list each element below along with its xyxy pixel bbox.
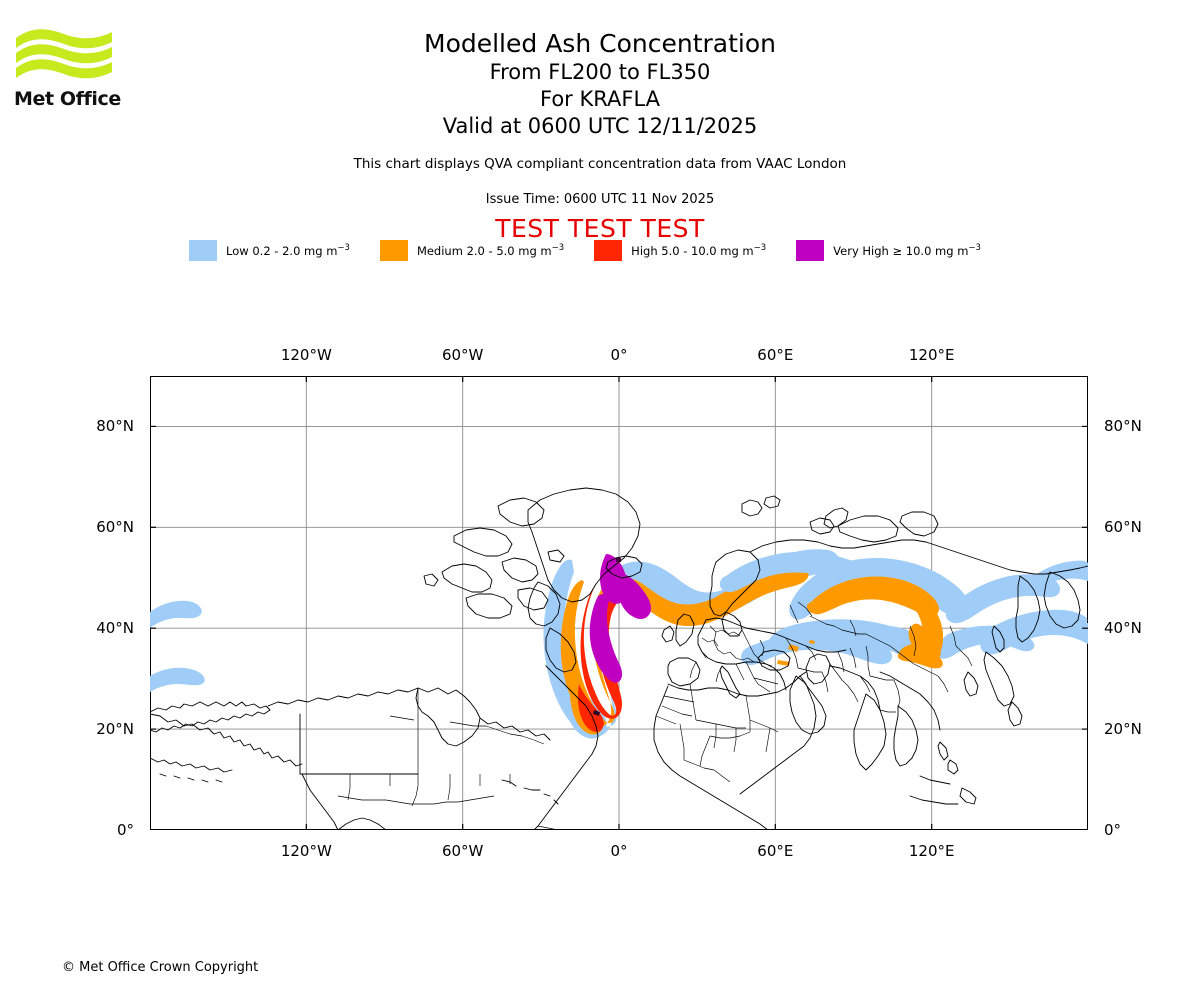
legend-very-high-swatch: [796, 240, 825, 261]
legend-low-swatch: [189, 240, 218, 261]
lon-tick-label: 60°E: [757, 346, 794, 364]
political-borders: [337, 601, 973, 830]
test-banner: TEST TEST TEST: [495, 214, 705, 243]
plume-north-pacific-west: [150, 600, 205, 692]
lon-tick-label: 60°W: [441, 842, 484, 860]
lat-tick-label: 0°: [1104, 821, 1122, 839]
lat-tick-label: 20°N: [1104, 720, 1142, 739]
chart-subtitle: This chart displays QVA compliant concen…: [353, 156, 847, 172]
legend-low-label: Low 0.2 - 2.0 mg m−3: [226, 243, 350, 258]
frame-ticks: [150, 376, 1088, 830]
concentration-legend: Low 0.2 - 2.0 mg m−3 Medium 2.0 - 5.0 mg …: [0, 240, 1200, 261]
lon-tick-label: 60°E: [757, 842, 794, 860]
map-canvas: [150, 376, 1088, 830]
coastlines: [150, 487, 1088, 830]
title-line-1: Modelled Ash Concentration: [424, 29, 776, 58]
legend-high: High 5.0 - 10.0 mg m−3: [594, 240, 796, 261]
ash-concentration-map: 120°W 120°W 60°W 60°W 0° 0° 60°E 60°E 120°E 120°E…: [96, 346, 1142, 860]
copyright-notice: © Met Office Crown Copyright: [62, 960, 259, 975]
legend-medium-swatch: [379, 240, 408, 261]
legend-medium: Medium 2.0 - 5.0 mg m−3: [379, 240, 594, 261]
title-line-2: From FL200 to FL350: [489, 60, 711, 84]
legend-low: Low 0.2 - 2.0 mg m−3: [189, 240, 380, 261]
met-office-logo: Met Office: [14, 26, 121, 114]
lon-tick-label: 0°: [610, 346, 628, 364]
lon-tick-label: 120°W: [280, 842, 332, 860]
lon-tick-label: 120°E: [908, 346, 955, 364]
title-line-4: Valid at 0600 UTC 12/11/2025: [442, 114, 758, 138]
lon-tick-label: 60°W: [441, 346, 484, 364]
lat-tick-label: 80°N: [1104, 417, 1142, 436]
legend-medium-label: Medium 2.0 - 5.0 mg m−3: [416, 243, 565, 258]
legend-high-swatch: [594, 240, 623, 261]
lon-tick-label: 0°: [610, 842, 628, 860]
lat-tick-label: 40°N: [96, 619, 134, 638]
lon-tick-label: 120°E: [908, 842, 955, 860]
logo-waves-icon: [16, 29, 112, 79]
title-line-3: For KRAFLA: [540, 87, 660, 111]
lat-tick-label: 40°N: [1104, 619, 1142, 638]
logo-wordmark: Met Office: [14, 88, 121, 110]
lat-tick-label: 80°N: [96, 417, 134, 436]
lat-tick-label: 0°: [116, 821, 134, 839]
lat-tick-label: 60°N: [96, 518, 134, 537]
legend-high-label: High 5.0 - 10.0 mg m−3: [631, 243, 767, 258]
legend-very-high-label: Very High ≥ 10.0 mg m−3: [833, 243, 981, 258]
plume-north-atlantic: [543, 549, 839, 739]
lat-tick-label: 20°N: [96, 720, 134, 739]
legend-very-high: Very High ≥ 10.0 mg m−3: [796, 240, 1011, 261]
lat-tick-label: 60°N: [1104, 518, 1142, 537]
issue-time: Issue Time: 0600 UTC 11 Nov 2025: [485, 192, 715, 207]
lon-tick-label: 120°W: [280, 346, 332, 364]
chart-title-block: Modelled Ash Concentration From FL200 to…: [0, 28, 1200, 140]
